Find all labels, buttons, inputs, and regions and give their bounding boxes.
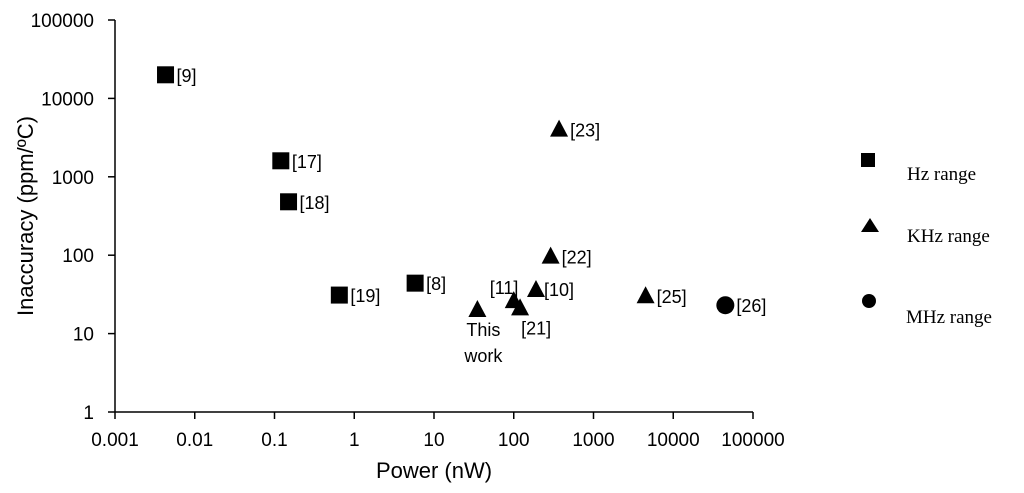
legend-triangle-marker: [861, 218, 879, 232]
y-tick-label: 1: [83, 403, 94, 424]
data-label: [9]: [177, 66, 197, 86]
x-tick-label: 100: [498, 430, 530, 451]
data-label: [22]: [562, 248, 592, 268]
x-tick-label: 1000: [572, 430, 614, 451]
data-label: [10]: [544, 280, 574, 300]
x-tick-label: 100000: [721, 430, 784, 451]
legend: Hz range KHz range MHz range: [861, 153, 992, 328]
legend-label-mhz: MHz range: [906, 307, 992, 328]
x-tick-label: 10: [423, 430, 444, 451]
data-point-square: [272, 152, 290, 170]
y-tick-label: 10000: [41, 89, 94, 110]
data-label: [17]: [292, 152, 322, 172]
data-label: [25]: [657, 287, 687, 307]
x-axis-title: Power (nW): [376, 458, 492, 483]
y-tick-label: 100: [62, 246, 94, 267]
x-tick-label: 0.01: [176, 430, 213, 451]
data-point-circle: [716, 296, 735, 315]
axis-ticks: 0.001 0.01 0.1 1 10 100 1000 10000 100000 1 10 100 1…: [31, 11, 785, 451]
x-tick-label: 0.001: [91, 430, 139, 451]
data-point-triangle: [541, 246, 560, 264]
x-tick-label: 0.1: [261, 430, 287, 451]
legend-label-hz: Hz range: [907, 164, 976, 185]
data-point-square: [406, 274, 424, 292]
y-tick-label: 100000: [31, 11, 94, 32]
data-point-triangle: [511, 298, 530, 316]
data-label: [8]: [426, 274, 446, 294]
data-point-triangle: [550, 119, 569, 137]
y-axis-title: Inaccuracy (ppm/ºC): [13, 116, 38, 316]
data-label: [18]: [300, 193, 330, 213]
legend-label-khz: KHz range: [907, 226, 990, 247]
legend-circle-marker: [862, 294, 876, 308]
data-point-triangle: [468, 299, 487, 317]
point-labels: [9] [17] [18] [19] [8] This work [11][21] [10] [2…: [177, 66, 767, 366]
y-tick-label: 10: [73, 325, 94, 346]
data-label: [11]: [490, 278, 519, 298]
data-point-square: [280, 193, 298, 211]
x-tick-label: 10000: [647, 430, 700, 451]
data-label: [26]: [736, 296, 766, 316]
data-label: work: [463, 346, 503, 366]
data-point-triangle: [526, 279, 545, 297]
x-tick-label: 1: [349, 430, 360, 451]
data-label: [19]: [350, 286, 380, 306]
data-point-square: [157, 66, 175, 84]
data-label: [21]: [521, 318, 551, 338]
data-label: [23]: [570, 121, 600, 141]
legend-square-marker: [861, 153, 875, 167]
y-tick-label: 1000: [52, 168, 94, 189]
axes: [114, 20, 753, 413]
data-point-square: [330, 286, 348, 304]
data-points: [157, 66, 735, 317]
data-label: This: [466, 320, 500, 340]
data-point-triangle: [636, 286, 655, 304]
